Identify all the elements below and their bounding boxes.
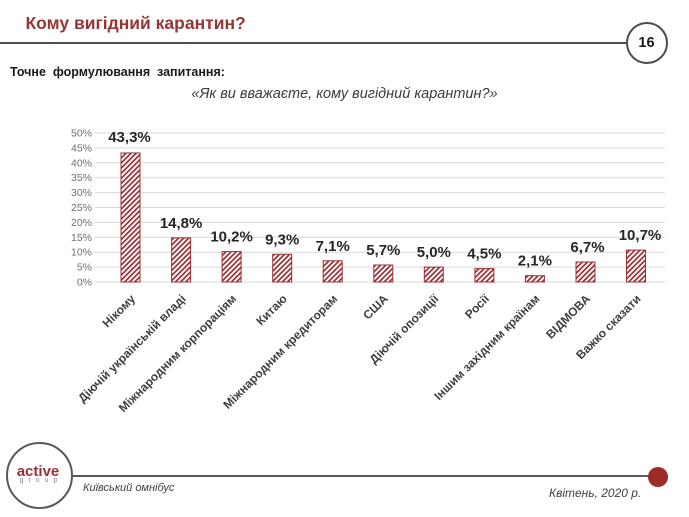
svg-text:5,0%: 5,0%	[417, 244, 451, 261]
svg-text:10,2%: 10,2%	[210, 229, 253, 246]
svg-text:10,7%: 10,7%	[619, 227, 662, 244]
svg-text:ВІДМОВА: ВІДМОВА	[543, 291, 593, 341]
svg-text:10%: 10%	[71, 247, 92, 259]
svg-text:2,1%: 2,1%	[518, 253, 552, 270]
svg-text:40%: 40%	[71, 157, 92, 169]
svg-text:6,7%: 6,7%	[570, 239, 604, 256]
svg-text:Іншим західним країнам: Іншим західним країнам	[431, 292, 542, 403]
svg-text:50%: 50%	[71, 128, 92, 140]
svg-text:45%: 45%	[71, 142, 92, 154]
svg-text:15%: 15%	[71, 232, 92, 244]
svg-text:0%: 0%	[77, 277, 92, 289]
svg-text:4,5%: 4,5%	[467, 246, 501, 263]
svg-text:5%: 5%	[77, 262, 92, 274]
svg-text:9,3%: 9,3%	[265, 231, 299, 248]
svg-text:30%: 30%	[71, 187, 92, 199]
svg-text:Нікому: Нікому	[100, 291, 139, 330]
svg-text:43,3%: 43,3%	[108, 129, 151, 146]
svg-text:Китаю: Китаю	[253, 292, 289, 328]
svg-text:5,7%: 5,7%	[366, 242, 400, 259]
svg-text:25%: 25%	[71, 202, 92, 214]
svg-text:35%: 35%	[71, 172, 92, 184]
svg-text:Росії: Росії	[462, 291, 492, 321]
svg-text:14,8%: 14,8%	[160, 215, 203, 232]
svg-text:20%: 20%	[71, 217, 92, 229]
svg-text:США: США	[360, 291, 391, 322]
svg-text:7,1%: 7,1%	[316, 238, 350, 255]
